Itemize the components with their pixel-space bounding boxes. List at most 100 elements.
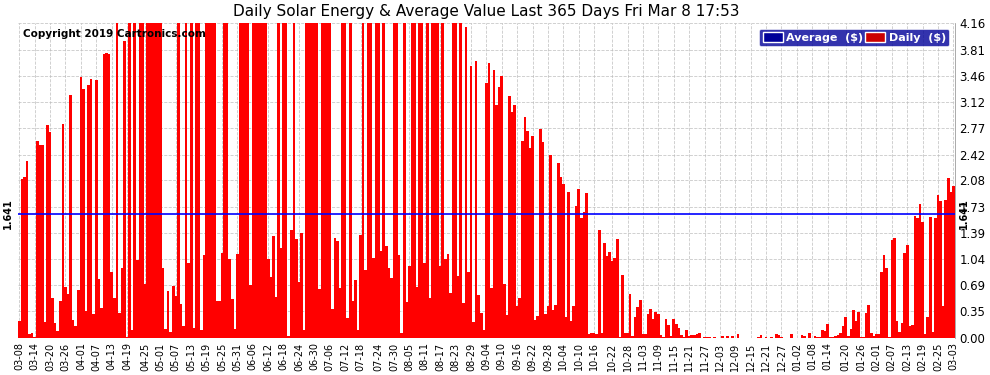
Bar [721,336,724,338]
Bar [72,320,74,338]
Bar [87,86,90,338]
Bar [326,23,329,338]
Bar [369,23,372,338]
Bar [372,258,375,338]
Bar [698,333,701,338]
Bar [549,155,551,338]
Bar [449,292,451,338]
Bar [611,261,614,338]
Bar [634,317,637,338]
Bar [69,95,72,338]
Bar [56,331,59,338]
Bar [493,70,495,338]
Bar [192,328,195,338]
Bar [627,333,629,338]
Bar [580,218,582,338]
Bar [267,259,269,338]
Bar [688,336,690,338]
Bar [526,131,529,338]
Bar [472,322,475,338]
Bar [169,332,172,338]
Bar [251,23,254,338]
Bar [362,23,364,338]
Bar [542,141,545,338]
Bar [364,270,367,338]
Bar [380,251,382,338]
Bar [413,23,416,338]
Bar [272,236,274,338]
Bar [901,323,904,338]
Bar [367,23,369,338]
Bar [334,238,337,338]
Bar [118,313,121,338]
Bar [446,254,449,338]
Bar [61,124,64,338]
Bar [529,148,532,338]
Bar [865,314,867,338]
Bar [775,334,777,338]
Bar [462,303,464,338]
Bar [616,239,619,338]
Bar [244,23,247,338]
Bar [382,23,385,338]
Bar [293,23,295,338]
Bar [375,23,377,338]
Bar [927,318,929,338]
Bar [342,23,344,338]
Bar [832,337,835,338]
Bar [285,23,287,338]
Bar [456,276,459,338]
Bar [66,294,69,338]
Bar [151,23,154,338]
Bar [53,323,56,338]
Bar [98,279,100,338]
Bar [829,337,832,338]
Bar [211,23,213,338]
Bar [777,334,780,338]
Bar [90,79,92,338]
Bar [857,312,859,338]
Bar [937,195,940,338]
Bar [126,337,129,338]
Bar [464,27,467,338]
Bar [629,294,632,338]
Bar [282,23,285,338]
Bar [862,337,865,338]
Bar [559,177,562,338]
Bar [940,201,941,338]
Bar [161,268,164,338]
Bar [92,314,95,338]
Bar [521,141,524,338]
Bar [508,96,511,338]
Bar [377,23,380,338]
Bar [670,336,672,338]
Bar [519,298,521,338]
Bar [359,236,362,338]
Bar [859,337,862,338]
Bar [313,23,316,338]
Bar [696,334,698,338]
Legend: Average  ($), Daily  ($): Average ($), Daily ($) [759,28,949,46]
Bar [621,274,624,338]
Bar [445,259,446,338]
Bar [337,241,339,338]
Bar [248,285,251,338]
Bar [346,318,349,338]
Bar [231,299,234,338]
Bar [644,334,646,338]
Bar [172,286,174,338]
Bar [844,317,846,338]
Bar [419,23,421,338]
Bar [577,189,580,338]
Text: 1.641: 1.641 [3,198,13,229]
Bar [247,23,248,338]
Text: 1.641: 1.641 [959,198,969,229]
Bar [306,23,308,338]
Bar [475,61,477,338]
Bar [801,334,803,338]
Bar [896,321,898,338]
Bar [390,278,393,338]
Bar [280,248,282,338]
Bar [595,334,598,338]
Bar [356,330,359,338]
